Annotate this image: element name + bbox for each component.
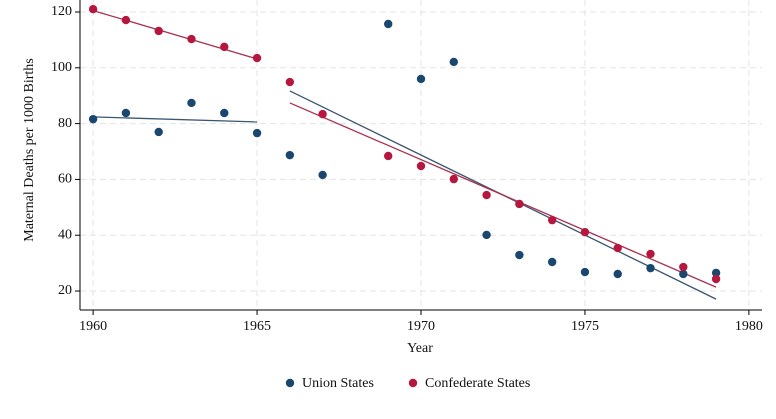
data-point <box>547 257 557 267</box>
data-point <box>220 108 229 118</box>
legend-label: Union States <box>302 376 374 391</box>
x-tick-label: 1975 <box>571 319 599 334</box>
data-point <box>285 77 295 87</box>
data-point <box>318 109 327 119</box>
data-point <box>449 174 458 184</box>
y-tick-label: 80 <box>58 116 72 131</box>
data-point <box>646 263 655 273</box>
data-point <box>187 34 196 44</box>
data-point <box>285 150 295 160</box>
data-point <box>121 108 131 118</box>
data-point <box>515 250 524 260</box>
x-tick-label: 1980 <box>735 319 763 334</box>
data-point <box>121 15 131 25</box>
x-axis-label: Year <box>407 341 433 356</box>
data-point <box>384 151 393 161</box>
fit-line <box>93 116 258 123</box>
data-point <box>679 269 688 279</box>
data-point <box>318 170 327 180</box>
y-tick-label: 120 <box>51 4 72 19</box>
data-point <box>88 5 98 14</box>
data-point <box>613 269 622 279</box>
data-point <box>252 128 262 138</box>
fit-line <box>289 102 717 288</box>
data-point <box>154 26 163 36</box>
y-axis-label: Maternal Deaths per 1000 Births <box>22 58 37 242</box>
legend-label: Confederate States <box>425 376 530 391</box>
data-point <box>416 161 426 171</box>
data-point <box>220 42 229 52</box>
data-point <box>416 74 426 84</box>
data-point <box>515 199 524 209</box>
legend-marker <box>408 378 418 388</box>
data-point <box>482 190 491 200</box>
x-tick-label: 1965 <box>243 319 271 334</box>
y-tick-label: 60 <box>58 172 72 187</box>
data-point <box>646 249 655 259</box>
data-point <box>580 267 590 277</box>
y-tick-label: 40 <box>58 227 72 242</box>
y-tick-label: 100 <box>51 60 72 75</box>
data-point <box>711 268 721 278</box>
data-point <box>187 98 196 108</box>
data-point <box>547 215 557 225</box>
y-tick-label: 20 <box>58 283 72 298</box>
x-tick-label: 1970 <box>407 319 435 334</box>
data-point <box>88 114 98 124</box>
legend-marker <box>285 378 295 388</box>
data-point <box>252 53 262 63</box>
data-point <box>384 19 393 29</box>
data-point <box>711 274 721 284</box>
data-point <box>679 262 688 272</box>
data-point <box>482 230 491 240</box>
data-point <box>449 57 458 67</box>
x-tick-label: 1960 <box>79 319 107 334</box>
data-point <box>613 243 622 253</box>
data-point <box>580 227 590 237</box>
fit-line <box>92 9 258 60</box>
data-point <box>154 127 163 137</box>
